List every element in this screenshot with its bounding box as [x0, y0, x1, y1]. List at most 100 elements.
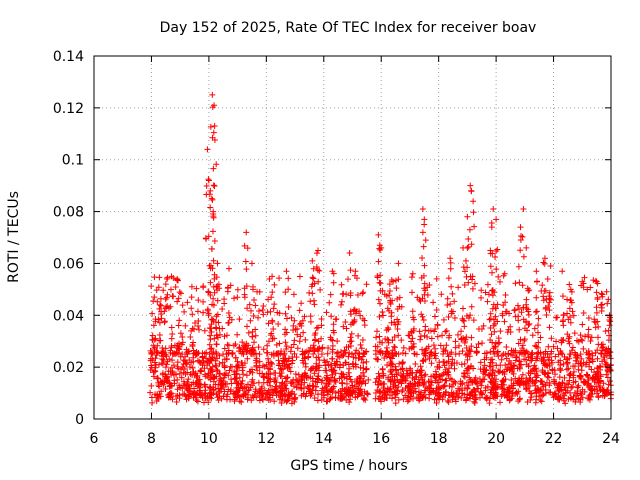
data-point [444, 301, 451, 308]
data-point [383, 344, 390, 351]
data-point [489, 292, 496, 299]
data-point [310, 342, 317, 349]
data-point [408, 344, 415, 351]
data-point [406, 365, 413, 372]
data-point [306, 347, 313, 354]
data-point [514, 302, 521, 309]
data-point [563, 361, 570, 368]
data-point [285, 286, 292, 293]
data-point [476, 394, 483, 401]
data-point [512, 357, 519, 364]
data-point [463, 313, 470, 320]
data-point [290, 322, 297, 329]
data-point [443, 327, 450, 334]
data-point [406, 332, 413, 339]
data-point [386, 386, 393, 393]
data-point [149, 399, 156, 406]
data-point [542, 287, 549, 294]
data-point [395, 379, 402, 386]
data-point [186, 391, 193, 398]
data-point [175, 322, 182, 329]
data-point [190, 339, 197, 346]
data-point [256, 389, 263, 396]
data-point [275, 357, 282, 364]
data-point [173, 399, 180, 406]
data-point [179, 364, 186, 371]
data-point [215, 397, 222, 404]
data-point [247, 317, 254, 324]
data-point [149, 310, 156, 317]
data-point [323, 374, 330, 381]
data-point [186, 363, 193, 370]
data-point [192, 370, 199, 377]
data-point [221, 356, 228, 363]
data-point [513, 353, 520, 360]
data-point [260, 302, 267, 309]
data-point [322, 367, 329, 374]
data-point [163, 375, 170, 382]
data-point [489, 250, 496, 257]
data-point [361, 322, 368, 329]
data-point [152, 364, 159, 371]
data-point [346, 373, 353, 380]
data-point [504, 394, 511, 401]
data-point [242, 343, 249, 350]
data-point [188, 294, 195, 301]
data-point [517, 237, 524, 244]
data-point [499, 385, 506, 392]
data-point [421, 379, 428, 386]
data-point [332, 370, 339, 377]
x-tick-label: 12 [257, 431, 275, 447]
data-point [329, 337, 336, 344]
data-point [416, 328, 423, 335]
data-point [174, 393, 181, 400]
data-point [268, 330, 275, 337]
data-point [170, 371, 177, 378]
data-point [205, 399, 212, 406]
data-point [298, 300, 305, 307]
data-point [516, 377, 523, 384]
data-point [598, 304, 605, 311]
data-point [244, 305, 251, 312]
data-point [197, 368, 204, 375]
data-point [211, 237, 218, 244]
data-point [433, 399, 440, 406]
data-point [449, 360, 456, 367]
data-point [374, 272, 381, 279]
data-point [418, 311, 425, 318]
x-tick-label: 14 [315, 431, 333, 447]
data-point [525, 321, 532, 328]
data-point [246, 386, 253, 393]
data-point [433, 275, 440, 282]
data-point [606, 378, 613, 385]
data-point [391, 334, 398, 341]
data-point [517, 336, 524, 343]
data-point [440, 350, 447, 357]
data-point [558, 337, 565, 344]
data-point [511, 306, 518, 313]
data-point [188, 283, 195, 290]
data-point [301, 313, 308, 320]
data-point [248, 260, 255, 267]
data-point [336, 375, 343, 382]
data-point [482, 384, 489, 391]
data-point [208, 329, 215, 336]
data-point [575, 366, 582, 373]
data-point [211, 123, 218, 130]
data-point [521, 336, 528, 343]
data-point [164, 291, 171, 298]
data-point [285, 275, 292, 282]
data-point [596, 378, 603, 385]
data-point [598, 341, 605, 348]
data-point [520, 205, 527, 212]
data-point [456, 342, 463, 349]
data-point [184, 383, 191, 390]
data-point [151, 346, 158, 353]
data-point [452, 338, 459, 345]
data-point [490, 322, 497, 329]
data-point [159, 348, 166, 355]
data-point [557, 366, 564, 373]
data-point [546, 299, 553, 306]
data-point [599, 386, 606, 393]
